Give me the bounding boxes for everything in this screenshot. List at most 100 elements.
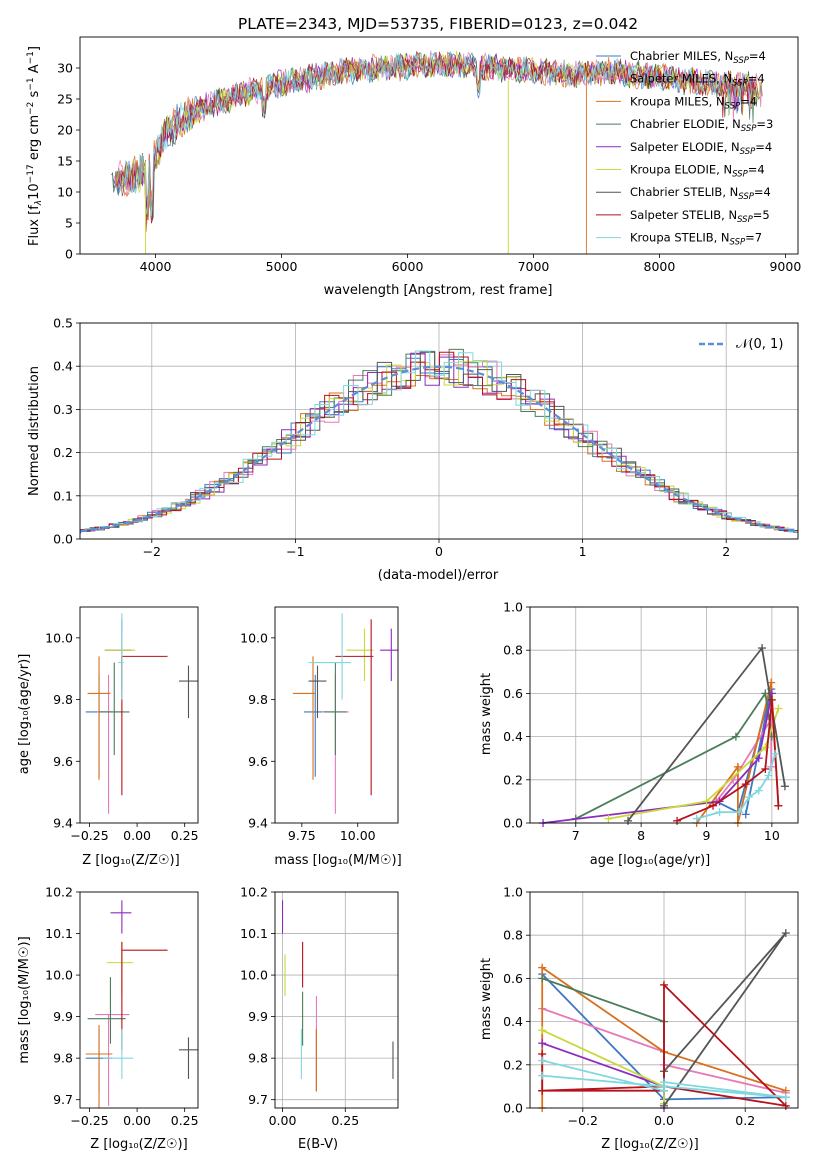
wage-ytick-label: 0.0: [503, 816, 523, 831]
spec-ytick-label: 25: [57, 92, 73, 107]
massz-xtick-label: 0.00: [123, 1113, 151, 1128]
resid-ytick-label: 0.4: [53, 359, 73, 374]
wz-ytick-label: 0.6: [503, 971, 523, 986]
wage-series-line: [608, 708, 780, 820]
spec-ytick-label: 30: [57, 61, 73, 76]
weight-vs-metallicity-panel: −0.2 0.0 0.2 0.0 0.2 0.4 0.6 0.8 1.0: [503, 885, 799, 1128]
weight-age-ylabel: mass weight: [479, 673, 494, 755]
massz-ytick-label: 10.2: [45, 885, 73, 900]
wage-series-line: [676, 699, 780, 822]
normal-legend-label: 𝒩(0, 1): [736, 337, 783, 352]
resid-ytick-label: 0.0: [53, 532, 73, 547]
wage-ytick-label: 1.0: [503, 600, 523, 615]
wz-series-line: [541, 1029, 665, 1104]
resid-ytick-label: 0.2: [53, 445, 73, 460]
massz-frame: [79, 891, 199, 1109]
wage-series-line: [542, 693, 773, 824]
wz-series-line: [541, 965, 787, 1108]
spec-xtick-label: 6000: [392, 259, 424, 274]
wz-xtick-label: −0.2: [568, 1113, 598, 1128]
wz-ytick-label: 0.8: [503, 928, 523, 943]
mass-vs-ebv-panel: 0.00 0.25 9.7 9.8 9.9 10.0 10.1 10.2: [240, 885, 399, 1128]
agemass-ytick-label: 9.6: [248, 754, 268, 769]
wage-xtick-label: 9: [703, 828, 711, 843]
massz-ytick-label: 10.1: [45, 926, 73, 941]
massz-ytick-label: 9.9: [53, 1009, 73, 1024]
spec-xtick-label: 8000: [644, 259, 676, 274]
age-z-ylabel: age [log₁₀(age/yr)]: [17, 654, 32, 775]
agez-ytick-label: 9.8: [53, 692, 73, 707]
spec-ytick-label: 10: [57, 185, 73, 200]
massebv-ytick-label: 10.1: [240, 926, 268, 941]
agez-xtick-label: −0.25: [70, 828, 108, 843]
weight-age-xlabel: age [log₁₀(age/yr)]: [590, 853, 711, 868]
mass-z-ylabel: mass [log₁₀(M/M☉)]: [17, 936, 32, 1063]
spectrum-legend-label: Salpeter ELODIE, NSSP=4: [630, 140, 772, 157]
residual-histogram-series: [80, 351, 798, 533]
agez-frame: [79, 606, 199, 824]
agez-ytick-label: 9.6: [53, 754, 73, 769]
spectrum-legend-label: Kroupa ELODIE, NSSP=4: [630, 163, 765, 180]
spectrum-legend-label: Chabrier ELODIE, NSSP=3: [630, 117, 773, 134]
wage-ytick-label: 0.2: [503, 772, 523, 787]
massz-xtick-label: 0.25: [171, 1113, 199, 1128]
resid-xtick-label: 1: [579, 544, 587, 559]
weight-z-ylabel: mass weight: [479, 958, 494, 1040]
spectrum-series-line: [119, 51, 753, 217]
agemass-ytick-label: 10.0: [240, 630, 268, 645]
wage-xtick-label: 8: [637, 828, 645, 843]
residual-ylabel: Normed distribution: [27, 366, 42, 496]
wz-series-line: [663, 932, 787, 1107]
resid-ytick-label: 0.1: [53, 488, 73, 503]
wage-ytick-label: 0.4: [503, 729, 523, 744]
spec-xtick-label: 7000: [518, 259, 550, 274]
spec-xtick-label: 4000: [140, 259, 172, 274]
wz-ytick-label: 0.4: [503, 1014, 523, 1029]
normal-pdf-curve: [79, 365, 799, 533]
resid-xtick-label: 0: [435, 544, 443, 559]
resid-ytick-label: 0.5: [53, 316, 73, 331]
agemass-ytick-label: 9.4: [248, 816, 268, 831]
wz-ytick-label: 0.0: [503, 1101, 523, 1116]
wz-xtick-label: 0.0: [654, 1113, 674, 1128]
wage-xtick-label: 10: [764, 828, 780, 843]
agez-xtick-label: 0.00: [123, 828, 151, 843]
wz-frame: [529, 891, 799, 1109]
residual-histogram-panel: −2 −1 0 1 2 0.0 0.1 0.2 0.3 0.4 0.5: [53, 316, 799, 559]
wage-series-line: [575, 691, 773, 820]
resid-xtick-label: 2: [722, 544, 730, 559]
spec-xtick-label: 5000: [266, 259, 298, 274]
wage-ytick-label: 0.8: [503, 643, 523, 658]
agemass-xtick-label: 10.00: [340, 828, 376, 843]
spectrum-legend-label: Kroupa MILES, NSSP=4: [630, 94, 757, 111]
agemass-xtick-label: 9.75: [288, 828, 316, 843]
spec-ytick-label: 5: [65, 216, 73, 231]
massz-ytick-label: 10.0: [45, 968, 73, 983]
wz-xtick-label: 0.2: [735, 1113, 755, 1128]
massz-ytick-label: 9.8: [53, 1051, 73, 1066]
spectrum-ylabel: Flux [fλ10−17 erg cm−2 s−1 A−1]: [26, 46, 44, 246]
figure-title: PLATE=2343, MJD=53735, FIBERID=0123, z=0…: [238, 15, 638, 33]
mass-vs-metallicity-panel: −0.25 0.00 0.25 9.7 9.8 9.9 10.0 10.1 10.2: [45, 885, 198, 1129]
wz-ytick-label: 0.2: [503, 1057, 523, 1072]
spec-xtick-label: 9000: [769, 259, 801, 274]
wage-series-line: [715, 716, 773, 802]
agez-ytick-label: 9.4: [53, 816, 73, 831]
age-z-xlabel: Z [log₁₀(Z/Z☉)]: [82, 853, 179, 868]
age-vs-mass-panel: 9.75 10.00 9.4 9.6 9.8 10.0: [240, 606, 399, 843]
weight-vs-age-panel: 7 8 9 10 0.0 0.2 0.4 0.6 0.8 1.0: [503, 600, 799, 843]
mass-ebv-xlabel: E(B-V): [298, 1137, 338, 1152]
agez-ytick-label: 10.0: [45, 630, 73, 645]
wage-series-line: [696, 753, 776, 820]
mass-z-xlabel: Z [log₁₀(Z/Z☉)]: [90, 1137, 187, 1152]
massebv-ytick-label: 10.2: [240, 885, 268, 900]
massebv-frame: [274, 891, 399, 1109]
agemass-frame: [274, 606, 399, 824]
agemass-ytick-label: 9.8: [248, 692, 268, 707]
massebv-ytick-label: 9.8: [248, 1051, 268, 1066]
massebv-ytick-label: 9.9: [248, 1009, 268, 1024]
residual-xlabel: (data-model)/error: [378, 568, 499, 583]
residual-legend: 𝒩(0, 1): [699, 337, 783, 352]
spec-ytick-label: 20: [57, 123, 73, 138]
